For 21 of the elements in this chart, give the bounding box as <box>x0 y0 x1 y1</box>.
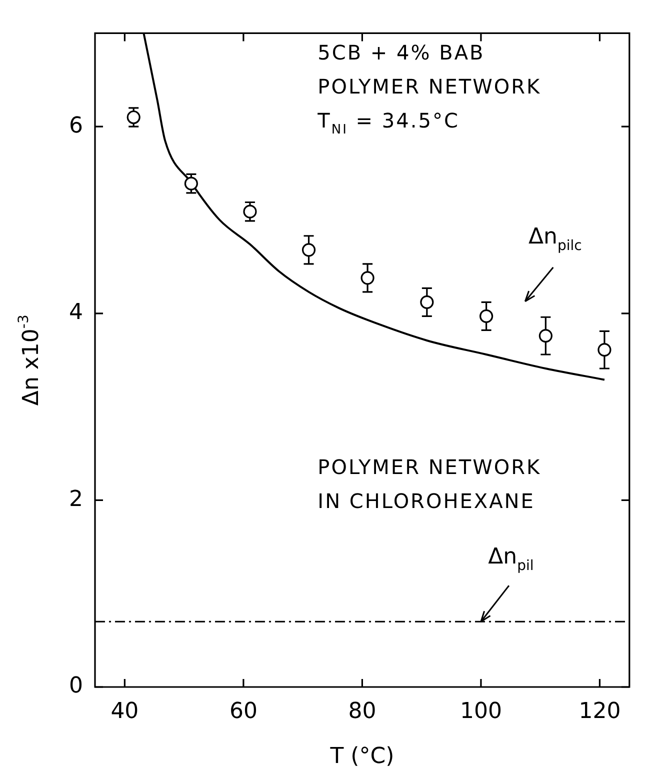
point <box>302 243 316 257</box>
y-tick-label: 0 <box>69 674 83 699</box>
y-tick-label: 2 <box>69 486 83 512</box>
x-tick-label: 120 <box>578 698 621 724</box>
x-tick-label: 60 <box>229 698 258 724</box>
point <box>598 343 612 357</box>
x-tick-label: 80 <box>348 698 376 724</box>
x-tick-label: 40 <box>110 698 139 724</box>
x-axis-title: T (°C) <box>329 744 394 769</box>
point <box>184 176 198 190</box>
point <box>243 204 257 218</box>
point <box>126 110 140 124</box>
point <box>480 309 494 323</box>
y-tick-label: 6 <box>69 113 83 138</box>
point <box>538 329 552 343</box>
x-tick-label: 100 <box>460 698 502 724</box>
point <box>360 271 374 285</box>
annotation: POLYMER NETWORK IN CHLOROHEXANE <box>318 455 542 514</box>
y-axis-title: Δn x10-3 <box>16 314 44 406</box>
y-tick-label: 4 <box>69 300 83 326</box>
point <box>420 295 434 309</box>
